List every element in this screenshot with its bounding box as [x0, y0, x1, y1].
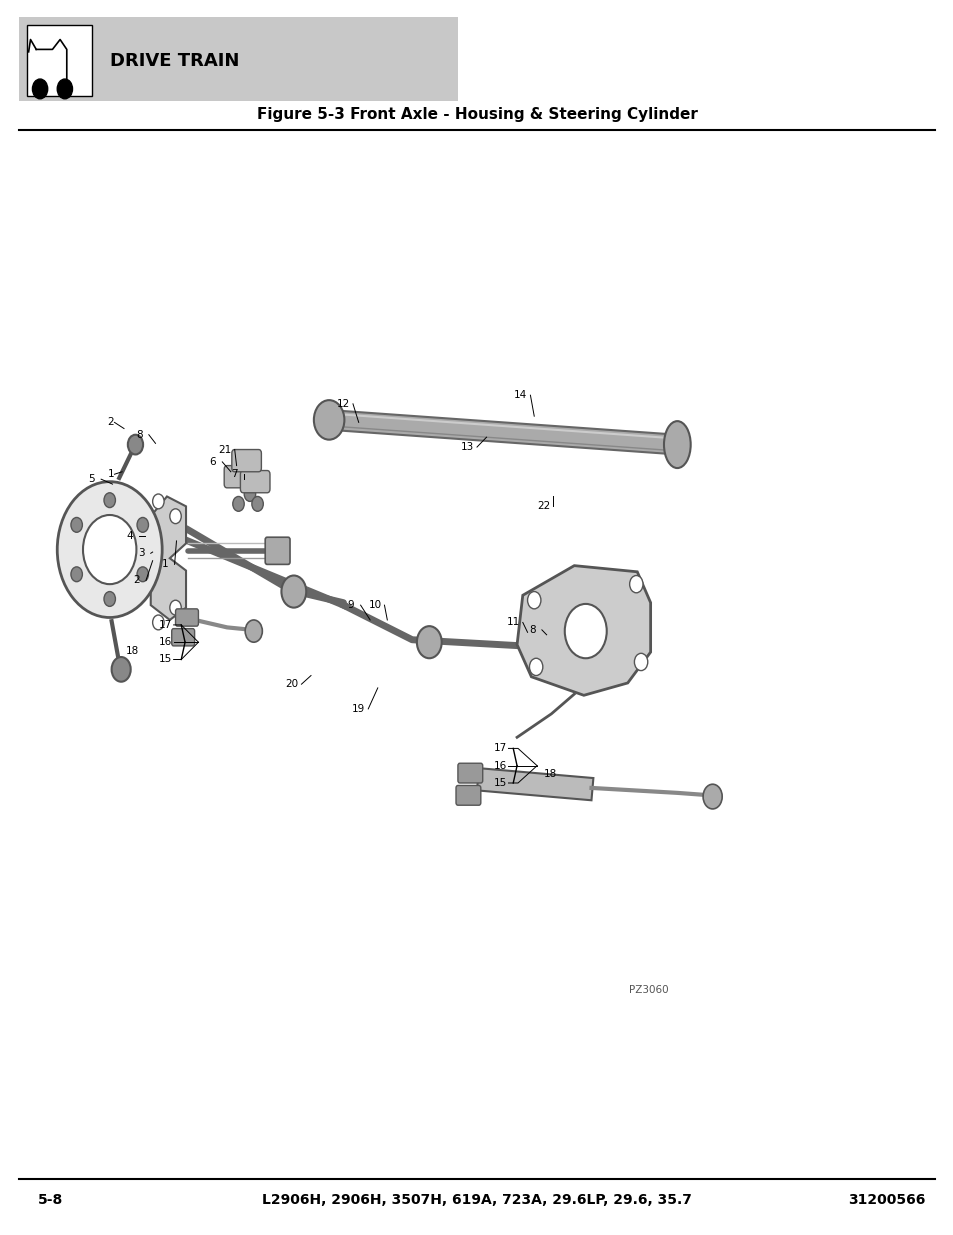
FancyBboxPatch shape	[232, 450, 261, 472]
Circle shape	[629, 576, 642, 593]
Text: 19: 19	[352, 704, 365, 714]
Circle shape	[233, 496, 244, 511]
Circle shape	[252, 496, 263, 511]
Circle shape	[170, 600, 181, 615]
Text: 5: 5	[89, 474, 94, 484]
Text: 1: 1	[108, 469, 113, 479]
Text: 8: 8	[136, 430, 142, 440]
FancyBboxPatch shape	[457, 763, 482, 783]
FancyBboxPatch shape	[456, 785, 480, 805]
Text: 20: 20	[285, 679, 298, 689]
Circle shape	[564, 604, 606, 658]
Circle shape	[83, 515, 136, 584]
FancyBboxPatch shape	[19, 17, 457, 101]
FancyBboxPatch shape	[224, 466, 253, 488]
Polygon shape	[517, 566, 650, 695]
Text: 22: 22	[537, 501, 550, 511]
Text: 10: 10	[368, 600, 381, 610]
Circle shape	[71, 567, 82, 582]
Text: 21: 21	[218, 445, 232, 454]
Text: 18: 18	[543, 769, 557, 779]
Polygon shape	[476, 768, 593, 800]
Ellipse shape	[663, 421, 690, 468]
Bar	[27, 25, 91, 96]
Circle shape	[57, 79, 72, 99]
Circle shape	[57, 482, 162, 618]
Circle shape	[281, 576, 306, 608]
Polygon shape	[329, 410, 677, 454]
Text: PZ3060: PZ3060	[628, 986, 668, 995]
Circle shape	[128, 435, 143, 454]
Circle shape	[104, 493, 115, 508]
FancyBboxPatch shape	[265, 537, 290, 564]
Text: Figure 5-3 Front Axle - Housing & Steering Cylinder: Figure 5-3 Front Axle - Housing & Steeri…	[256, 107, 697, 122]
Text: 6: 6	[210, 457, 215, 467]
Circle shape	[71, 517, 82, 532]
Text: 15: 15	[493, 778, 506, 788]
Text: 3: 3	[138, 548, 144, 558]
Text: L2906H, 2906H, 3507H, 619A, 723A, 29.6LP, 29.6, 35.7: L2906H, 2906H, 3507H, 619A, 723A, 29.6LP…	[262, 1193, 691, 1208]
Text: 11: 11	[506, 618, 519, 627]
Circle shape	[634, 653, 647, 671]
Text: 15: 15	[158, 655, 172, 664]
Text: 18: 18	[126, 646, 139, 656]
Text: 7: 7	[232, 469, 237, 479]
Text: 16: 16	[493, 761, 506, 771]
FancyBboxPatch shape	[175, 609, 198, 626]
Circle shape	[104, 592, 115, 606]
Circle shape	[170, 509, 181, 524]
Text: 2: 2	[133, 576, 139, 585]
FancyBboxPatch shape	[172, 629, 194, 646]
Circle shape	[152, 615, 164, 630]
Text: 8: 8	[529, 625, 535, 635]
Text: 9: 9	[348, 600, 354, 610]
Text: 5-8: 5-8	[38, 1193, 63, 1208]
Circle shape	[245, 620, 262, 642]
Circle shape	[137, 567, 149, 582]
Circle shape	[416, 626, 441, 658]
Circle shape	[112, 657, 131, 682]
FancyBboxPatch shape	[240, 471, 270, 493]
Text: 14: 14	[514, 390, 527, 400]
Text: 17: 17	[158, 620, 172, 630]
Polygon shape	[151, 496, 186, 620]
Circle shape	[529, 658, 542, 676]
Circle shape	[244, 487, 255, 501]
Text: 13: 13	[460, 442, 474, 452]
Circle shape	[527, 592, 540, 609]
Circle shape	[702, 784, 721, 809]
Text: 2: 2	[108, 417, 113, 427]
Text: 12: 12	[336, 399, 350, 409]
Text: 31200566: 31200566	[847, 1193, 924, 1208]
Text: 17: 17	[493, 743, 506, 753]
Circle shape	[314, 400, 344, 440]
Circle shape	[137, 517, 149, 532]
Text: 16: 16	[158, 637, 172, 647]
Text: 4: 4	[127, 531, 132, 541]
Circle shape	[32, 79, 48, 99]
Circle shape	[152, 494, 164, 509]
Text: DRIVE TRAIN: DRIVE TRAIN	[110, 52, 239, 69]
Text: 1: 1	[162, 559, 168, 569]
